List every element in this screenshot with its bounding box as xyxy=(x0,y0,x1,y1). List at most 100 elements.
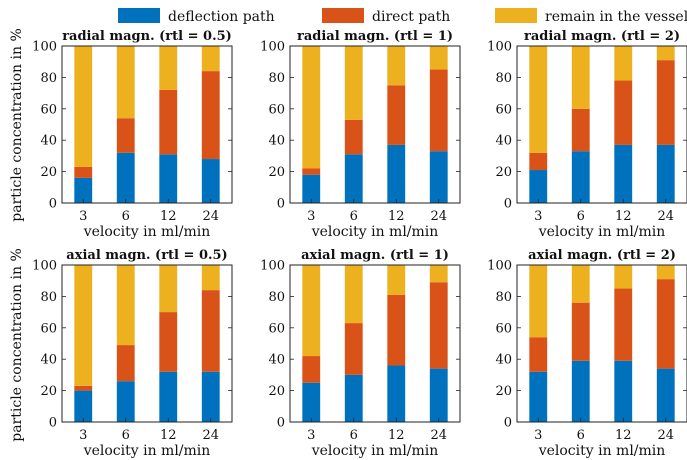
y-tick-label: 60 xyxy=(40,321,57,336)
y-tick-label: 80 xyxy=(268,71,285,86)
bar-segment-direct-path-3 xyxy=(529,152,548,171)
bar-segment-direct-path-6 xyxy=(344,119,363,155)
bar-segment-remain-in-the-vessel-12 xyxy=(387,46,406,86)
y-tick-label: 0 xyxy=(49,416,57,431)
y-tick-label: 100 xyxy=(32,40,57,55)
bar-segment-remain-in-the-vessel-12 xyxy=(159,265,178,313)
bar-segment-remain-in-the-vessel-24 xyxy=(201,265,220,291)
bar-segment-direct-path-12 xyxy=(159,89,178,155)
bar-segment-deflection-path-24 xyxy=(656,368,675,422)
x-tick-label: 3 xyxy=(307,428,315,443)
chart-panel-4: axial magn. (rtl = 1) 3 6 12 24 0 20 40 60 80 100 v… xyxy=(260,248,461,459)
bar-segment-remain-in-the-vessel-6 xyxy=(344,46,363,120)
bar-segment-deflection-path-6 xyxy=(344,374,363,422)
bar-segment-remain-in-the-vessel-24 xyxy=(429,265,448,283)
bar-segment-remain-in-the-vessel-24 xyxy=(201,46,220,72)
axes-frame xyxy=(61,45,233,204)
x-tick-label: 6 xyxy=(350,209,358,224)
panel-title: axial magn. (rtl = 0.5) xyxy=(66,248,227,263)
bar-segment-direct-path-12 xyxy=(614,80,633,145)
legend-label-1: direct path xyxy=(372,9,450,25)
bar-segment-remain-in-the-vessel-3 xyxy=(529,265,548,338)
y-tick-label: 60 xyxy=(495,321,512,336)
bar-segment-deflection-path-12 xyxy=(387,144,406,203)
y-tick-label: 100 xyxy=(487,40,512,55)
y-tick-label: 100 xyxy=(260,40,285,55)
y-tick-label: 40 xyxy=(268,353,285,368)
bar-segment-deflection-path-12 xyxy=(387,365,406,422)
y-tick-label: 20 xyxy=(495,165,512,180)
bar-segment-deflection-path-3 xyxy=(529,170,548,203)
bar-segment-direct-path-24 xyxy=(429,282,448,369)
x-axis-label: velocity in ml/min xyxy=(311,224,439,240)
y-tick-label: 60 xyxy=(495,102,512,117)
bar-segment-remain-in-the-vessel-12 xyxy=(614,46,633,81)
x-tick-label: 12 xyxy=(160,428,177,443)
bar-segment-deflection-path-6 xyxy=(116,152,135,203)
chart-panel-1: radial magn. (rtl = 1) 3 6 12 24 0 20 40 60 80 100… xyxy=(260,29,461,240)
x-tick-label: 24 xyxy=(430,209,447,224)
bar-segment-remain-in-the-vessel-12 xyxy=(159,46,178,90)
bar-segment-deflection-path-3 xyxy=(302,174,321,203)
x-tick-label: 3 xyxy=(79,428,87,443)
y-axis-label-top-row: particle concentration in % xyxy=(9,28,25,222)
bar-segment-remain-in-the-vessel-6 xyxy=(116,265,135,346)
x-tick-label: 24 xyxy=(202,209,219,224)
bar-segment-deflection-path-24 xyxy=(429,151,448,203)
legend-label-2: remain in the vessel xyxy=(545,9,687,25)
bar-segment-remain-in-the-vessel-12 xyxy=(387,265,406,295)
x-tick-label: 3 xyxy=(534,209,542,224)
y-tick-label: 80 xyxy=(40,71,57,86)
axes-frame xyxy=(516,45,687,204)
bar-segment-remain-in-the-vessel-3 xyxy=(529,46,548,153)
bar-segment-remain-in-the-vessel-24 xyxy=(656,265,675,280)
bar-segment-direct-path-12 xyxy=(614,288,633,361)
y-tick-label: 40 xyxy=(40,353,57,368)
x-tick-label: 6 xyxy=(350,428,358,443)
y-tick-label: 100 xyxy=(260,259,285,274)
y-tick-label: 80 xyxy=(495,290,512,305)
y-tick-label: 20 xyxy=(495,384,512,399)
bar-segment-deflection-path-3 xyxy=(529,371,548,422)
chart-panels: radial magn. (rtl = 0.5)3 6 12 240204060801… xyxy=(32,29,687,459)
y-tick-label: 80 xyxy=(268,290,285,305)
chart-panel-0: radial magn. (rtl = 0.5) 3 6 12 24 0 20 40 60 80 1… xyxy=(32,29,233,240)
x-tick-label: 24 xyxy=(202,428,219,443)
bar-segment-remain-in-the-vessel-24 xyxy=(656,46,675,61)
y-tick-label: 0 xyxy=(49,197,57,212)
y-tick-label: 100 xyxy=(487,259,512,274)
bar-segment-direct-path-3 xyxy=(529,337,548,372)
bar-segment-deflection-path-6 xyxy=(116,381,135,422)
bar-segment-deflection-path-3 xyxy=(302,382,321,422)
bar-segment-direct-path-6 xyxy=(571,108,590,152)
bar-segment-deflection-path-12 xyxy=(614,360,633,422)
y-axis-label-bottom-row: particle concentration in % xyxy=(9,248,25,442)
y-tick-label: 40 xyxy=(495,353,512,368)
legend-swatch-1 xyxy=(322,8,364,23)
x-tick-label: 3 xyxy=(79,209,87,224)
bar-segment-remain-in-the-vessel-24 xyxy=(429,46,448,70)
chart-panel-5: axial magn. (rtl = 2) 3 6 12 24 0 20 40 60 80 100 v… xyxy=(487,248,687,459)
bar-segment-deflection-path-3 xyxy=(74,177,93,203)
y-tick-label: 60 xyxy=(268,102,285,117)
x-tick-label: 6 xyxy=(577,209,585,224)
bar-segment-remain-in-the-vessel-6 xyxy=(571,46,590,109)
bar-segment-deflection-path-6 xyxy=(571,151,590,203)
bar-segment-direct-path-3 xyxy=(302,168,321,175)
bar-segment-deflection-path-24 xyxy=(656,144,675,203)
x-axis-label: velocity in ml/min xyxy=(83,443,211,459)
bar-segment-direct-path-3 xyxy=(302,356,321,383)
x-tick-label: 12 xyxy=(388,209,405,224)
y-tick-label: 40 xyxy=(495,134,512,149)
bar-segment-deflection-path-24 xyxy=(429,368,448,422)
bar-segment-remain-in-the-vessel-3 xyxy=(74,265,93,386)
x-tick-label: 3 xyxy=(307,209,315,224)
x-tick-label: 12 xyxy=(615,428,632,443)
x-tick-label: 6 xyxy=(577,428,585,443)
chart-panel-3: axial magn. (rtl = 0.5) 3 6 12 24 0 20 40 60 80 10… xyxy=(32,248,233,459)
bar-segment-remain-in-the-vessel-3 xyxy=(74,46,93,167)
bar-segment-direct-path-3 xyxy=(74,385,93,391)
x-axis-label: velocity in ml/min xyxy=(83,224,211,240)
x-tick-label: 24 xyxy=(657,428,674,443)
